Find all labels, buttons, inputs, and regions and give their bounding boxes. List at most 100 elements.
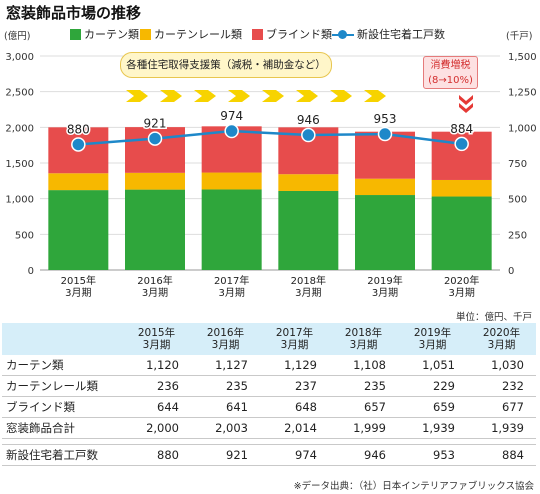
table-cell: 884 — [467, 444, 536, 466]
x-tick-label: 3月期 — [65, 287, 91, 299]
table-row: カーテンレール類 236 235 237 235 229 232 — [2, 375, 536, 397]
x-tick-label: 3月期 — [295, 287, 321, 299]
policy-arrow-icon — [296, 90, 318, 102]
x-tick-label: 2017年 — [214, 274, 249, 287]
bar-curtain — [125, 189, 185, 270]
y2-tick-label: 750 — [508, 159, 527, 170]
table-cell: 974 — [260, 444, 329, 466]
row-label: 窓装飾品合計 — [2, 417, 122, 439]
data-label-housing-starts: 946 — [297, 113, 320, 127]
bar-rail — [201, 172, 262, 190]
table-cell: 1,127 — [191, 355, 260, 376]
y2-tick-label: 1,000 — [508, 123, 537, 134]
table-header-row: 2015年 3月期 2016年 3月期 2017年 3月期 2018年 3月期 2019年 3月期… — [2, 323, 536, 355]
table-cell: 648 — [260, 396, 329, 418]
tax-callout-line1: 消費増税 — [430, 60, 471, 71]
table-cell: 1,939 — [398, 417, 467, 439]
policy-arrow-icon — [330, 90, 352, 102]
y-tick-label: 3,000 — [5, 52, 34, 63]
chart-title: 窓装飾品市場の推移 — [6, 4, 142, 22]
table-header-5: 2020年 3月期 — [467, 323, 536, 355]
table-header-corner — [2, 323, 122, 355]
point-housing-starts — [454, 136, 469, 152]
table-cell: 2,000 — [122, 417, 191, 439]
table-header-line: 2016年 — [206, 327, 245, 339]
tax-arrow-icon — [459, 95, 473, 105]
legend-label-rail: カーテンレール類 — [154, 28, 242, 41]
table-header-line: 3月期 — [349, 339, 378, 351]
table-cell: 677 — [467, 396, 536, 418]
row-label: 新設住宅着工戸数 — [2, 444, 122, 466]
point-housing-starts — [147, 131, 163, 146]
point-housing-starts — [377, 126, 393, 142]
table-row: カーテン類 1,120 1,127 1,129 1,108 1,051 1,030 — [2, 355, 536, 376]
chart-area: 0 500 1,000 1,500 2,000 2,500 3,000 0 250 500 750 1… — [5, 52, 537, 299]
data-label-housing-starts: 974 — [220, 109, 243, 123]
bar-curtain — [278, 190, 339, 270]
policy-arrow-icon — [160, 90, 182, 102]
row-label: ブラインド類 — [2, 396, 122, 418]
y2-tick-label: 500 — [508, 195, 527, 206]
table-header-line: 2019年 — [413, 327, 452, 339]
point-housing-starts — [301, 127, 316, 143]
bar-curtain — [48, 190, 109, 270]
x-tick-label: 2016年 — [137, 274, 172, 287]
bar-rail — [431, 179, 492, 197]
table-cell: 235 — [329, 375, 398, 397]
legend: カーテン類 カーテンレール類 ブラインド類 新設住宅着工戸数 — [0, 26, 540, 42]
policy-arrow-icon — [364, 90, 386, 102]
tax-arrow-icon — [459, 103, 473, 113]
y-tick-label: 1,000 — [5, 195, 34, 206]
table-cell: 229 — [398, 375, 467, 397]
legend-swatch-starts — [332, 29, 354, 40]
bar-curtain — [355, 195, 415, 270]
table-cell: 880 — [122, 444, 191, 466]
x-tick-label: 3月期 — [218, 287, 244, 299]
y2-tick-label: 1,500 — [508, 52, 537, 63]
x-tick-label: 2020年 — [444, 274, 479, 287]
table-cell: 1,939 — [467, 417, 536, 439]
y2-tick-label: 1,250 — [508, 88, 537, 99]
policy-arrow-icon — [228, 90, 250, 102]
table-cell: 232 — [467, 375, 536, 397]
table-header-line: 3月期 — [487, 339, 516, 351]
data-label-housing-starts: 880 — [67, 122, 90, 136]
table-header-1: 2016年 3月期 — [191, 323, 260, 355]
row-label: カーテンレール類 — [2, 375, 122, 397]
legend-swatch-rail — [140, 28, 151, 40]
table-header-0: 2015年 3月期 — [122, 323, 191, 355]
x-tick-label: 2015年 — [61, 274, 96, 287]
table-unit: 単位：億円、千戸 — [455, 312, 532, 323]
bar-curtain — [201, 189, 262, 270]
table-cell: 1,051 — [398, 355, 467, 376]
table-cell: 659 — [398, 396, 467, 418]
legend-item-curtain: カーテン類 — [70, 26, 139, 42]
legend-swatch-curtain — [70, 28, 81, 40]
legend-label-starts: 新設住宅着工戸数 — [357, 28, 445, 41]
tax-callout-line2: (8→10%) — [428, 75, 473, 86]
data-table: 2015年 3月期 2016年 3月期 2017年 3月期 2018年 3月期 2019年 3月期… — [2, 323, 536, 466]
data-label-housing-starts: 921 — [144, 117, 167, 131]
legend-label-curtain: カーテン類 — [84, 28, 139, 41]
table-spacer-row — [2, 438, 536, 445]
legend-swatch-blind — [252, 28, 263, 40]
y-tick-label: 0 — [28, 266, 34, 277]
table-header-line: 3月期 — [280, 339, 309, 351]
table-cell: 953 — [398, 444, 467, 466]
table-cell: 2,003 — [191, 417, 260, 439]
table-cell: 1,129 — [260, 355, 329, 376]
table-cell: 1,030 — [467, 355, 536, 376]
line-housing-starts — [78, 129, 462, 146]
x-tick-label: 3月期 — [372, 287, 398, 299]
point-housing-starts — [71, 137, 86, 152]
bar-rail — [355, 178, 415, 196]
table-cell: 237 — [260, 375, 329, 397]
left-axis-unit: (億円) — [4, 31, 31, 42]
table-row: 窓装飾品合計 2,000 2,003 2,014 1,999 1,939 1,939 — [2, 417, 536, 439]
y-tick-label: 1,500 — [5, 159, 34, 170]
table-header-line: 3月期 — [418, 339, 447, 351]
table-cell: 1,120 — [122, 355, 191, 376]
table-header-2: 2017年 3月期 — [260, 323, 329, 355]
table-header-line: 2017年 — [275, 327, 314, 339]
y2-tick-label: 250 — [508, 230, 527, 241]
